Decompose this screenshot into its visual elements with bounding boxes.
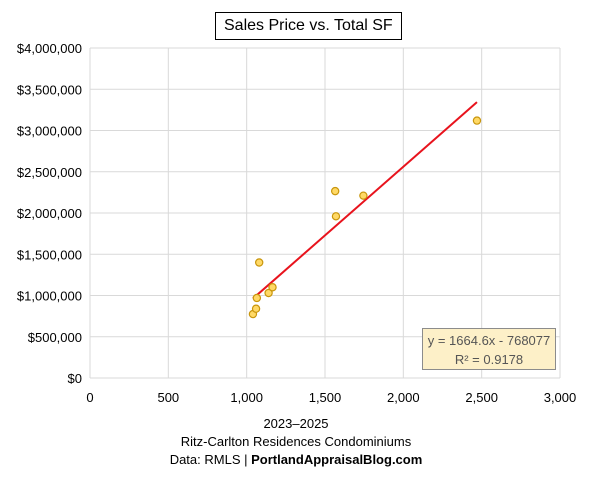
caption-blog-name: PortlandAppraisalBlog.com [251,452,423,467]
caption-source: Data: RMLS | PortlandAppraisalBlog.com [0,452,592,467]
caption-years: 2023–2025 [263,416,329,431]
y-tick-label: $3,500,000 [17,82,82,97]
x-tick-label: 0 [86,390,93,405]
data-point [252,293,262,303]
y-tick-label: $500,000 [28,330,82,345]
chart-title: Sales Price vs. Total SF [215,12,402,40]
y-axis-tick-labels: $0 $500,000 $1,000,000 $1,500,000 $2,000,000… [17,41,82,386]
x-tick-label: 500 [157,390,179,405]
data-points [248,116,482,319]
trendline-equation: y = 1664.6x - 768077 [427,333,551,348]
y-tick-label: $2,500,000 [17,165,82,180]
x-tick-label: 3,000 [544,390,577,405]
data-point [359,191,368,200]
trendline-group [252,101,478,300]
gridlines [89,47,561,379]
y-tick-label: $1,500,000 [17,247,82,262]
data-point [331,212,341,221]
data-point [251,304,261,313]
x-tick-label: 1,500 [309,390,342,405]
data-point [268,283,277,292]
r-squared: R² = 0.9178 [454,352,524,367]
caption-source-prefix: Data: RMLS | [169,452,252,467]
trendline-equation-box: y = 1664.6x - 768077 R² = 0.9178 [422,328,556,370]
data-point [255,258,264,267]
y-tick-label: $4,000,000 [17,41,82,56]
caption-property: Ritz-Carlton Residences Condominiums [180,434,412,449]
data-point [264,288,273,298]
y-tick-label: $2,000,000 [17,206,82,221]
y-tick-label: $3,000,000 [17,124,82,139]
x-tick-label: 2,000 [387,390,420,405]
x-tick-label: 2,500 [465,390,498,405]
y-tick-label: $0 [68,371,82,386]
x-axis-tick-labels: 0 500 1,000 1,500 2,000 2,500 3,000 [86,390,576,405]
data-point [472,116,482,125]
y-tick-label: $1,000,000 [17,289,82,304]
data-point [330,186,340,196]
x-tick-label: 1,000 [230,390,263,405]
trendline [252,101,478,300]
